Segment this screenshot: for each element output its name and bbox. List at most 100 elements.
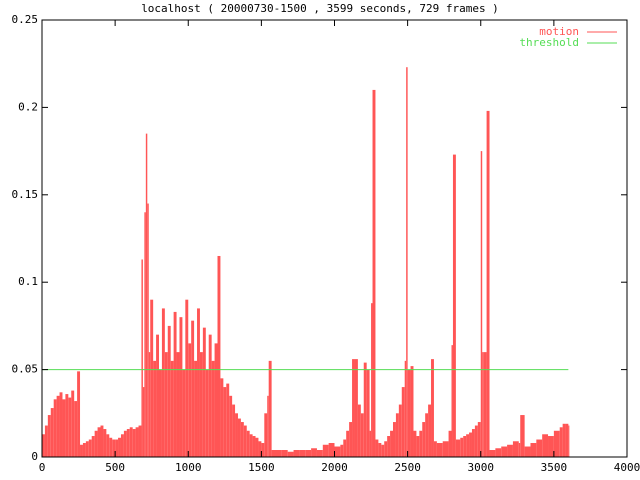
motion-impulse: [431, 359, 434, 457]
motion-impulse: [185, 299, 189, 457]
motion-impulse: [138, 425, 142, 457]
motion-impulse: [433, 441, 437, 457]
motion-impulse: [47, 415, 51, 457]
motion-impulse: [455, 439, 461, 457]
motion-impulse: [416, 436, 420, 457]
motion-impulse: [179, 317, 183, 457]
motion-impulse: [115, 439, 119, 457]
motion-impulse: [349, 422, 353, 457]
motion-impulse: [173, 311, 177, 457]
motion-impulse: [258, 441, 262, 457]
motion-impulse: [393, 422, 396, 457]
x-tick-label: 1000: [175, 461, 202, 474]
motion-impulse: [474, 425, 478, 457]
motion-impulse: [413, 430, 417, 457]
motion-impulse: [281, 450, 288, 457]
motion-impulse: [205, 369, 209, 457]
motion-impulse: [436, 443, 443, 457]
x-tick-label: 1500: [248, 461, 275, 474]
motion-impulse: [44, 425, 48, 457]
motion-impulse: [267, 395, 269, 457]
chart-title: localhost ( 20000730-1500 , 3599 seconds…: [141, 2, 499, 15]
motion-impulse: [483, 352, 487, 457]
motion-impulse: [97, 427, 101, 457]
motion-impulse: [357, 404, 361, 457]
motion-impulse: [164, 352, 168, 457]
motion-impulse: [271, 450, 276, 457]
motion-impulse: [410, 366, 414, 457]
motion-impulse: [369, 430, 372, 457]
motion-impulse: [390, 430, 393, 457]
motion-impulse: [129, 427, 133, 457]
motion-impulse: [524, 446, 531, 457]
motion-impulse: [512, 441, 519, 457]
motion-impulse: [287, 451, 294, 457]
motion-impulse: [112, 439, 116, 457]
motion-impulse: [387, 436, 391, 457]
motion-impulse: [316, 450, 323, 457]
motion-impulse: [220, 378, 224, 457]
legend-label: threshold: [519, 36, 579, 49]
y-tick-label: 0.25: [12, 13, 39, 26]
motion-impulse: [77, 371, 81, 457]
motion-impulse: [65, 394, 69, 457]
motion-impulse: [261, 443, 265, 457]
motion-impulse: [334, 446, 341, 457]
motion-impulse: [144, 212, 146, 457]
motion-impulse: [191, 320, 195, 457]
motion-impulse: [352, 359, 355, 457]
motion-impulse: [322, 444, 329, 457]
motion-impulse: [518, 443, 521, 457]
motion-impulse: [150, 299, 154, 457]
motion-impulse: [360, 413, 364, 457]
y-tick-label: 0.15: [12, 188, 39, 201]
motion-impulse: [145, 133, 148, 457]
motion-impulse: [363, 362, 367, 457]
motion-impulse: [354, 359, 358, 457]
motion-impulse: [419, 430, 423, 457]
motion-impulse: [226, 383, 230, 457]
motion-impulse: [135, 427, 139, 457]
motion-impulse: [469, 432, 472, 457]
motion-impulse: [477, 422, 481, 457]
motion-impulse: [407, 369, 411, 457]
motion-impulse: [264, 413, 268, 457]
y-tick-label: 0.05: [12, 363, 39, 376]
motion-impulse: [381, 444, 385, 457]
motion-impulse: [460, 437, 464, 457]
motion-impulse: [255, 437, 259, 457]
x-tick-label: 2000: [321, 461, 348, 474]
motion-impulse: [371, 303, 373, 457]
motion-impulse: [80, 444, 83, 457]
x-tick-label: 3500: [541, 461, 568, 474]
y-tick-label: 0.2: [18, 100, 38, 113]
motion-impulse: [293, 450, 300, 457]
motion-impulse: [100, 425, 104, 457]
motion-impulse: [148, 352, 151, 457]
motion-impulse: [442, 441, 449, 457]
motion-impulse: [240, 422, 244, 457]
motion-impulse: [343, 439, 347, 457]
motion-impulse: [170, 360, 174, 457]
motion-impulse: [142, 387, 145, 457]
motion-impulse: [252, 436, 256, 457]
motion-impulse: [398, 404, 402, 457]
motion-impulse: [217, 255, 221, 457]
motion-impulse: [451, 345, 453, 457]
motion-impulse: [346, 430, 350, 457]
motion-impulse: [82, 443, 86, 457]
motion-impulse: [161, 308, 165, 457]
motion-impulse: [214, 343, 218, 457]
motion-impulse: [565, 423, 569, 457]
y-tick-label: 0: [31, 450, 38, 463]
motion-impulse: [328, 443, 335, 457]
motion-impulse: [489, 450, 496, 457]
motion-impulse: [422, 422, 426, 457]
motion-impulse: [568, 425, 570, 457]
motion-impulse: [53, 399, 57, 457]
motion-impulse: [395, 413, 399, 457]
motion-impulse: [71, 390, 75, 457]
x-tick-label: 4000: [614, 461, 640, 474]
motion-impulse: [232, 404, 236, 457]
